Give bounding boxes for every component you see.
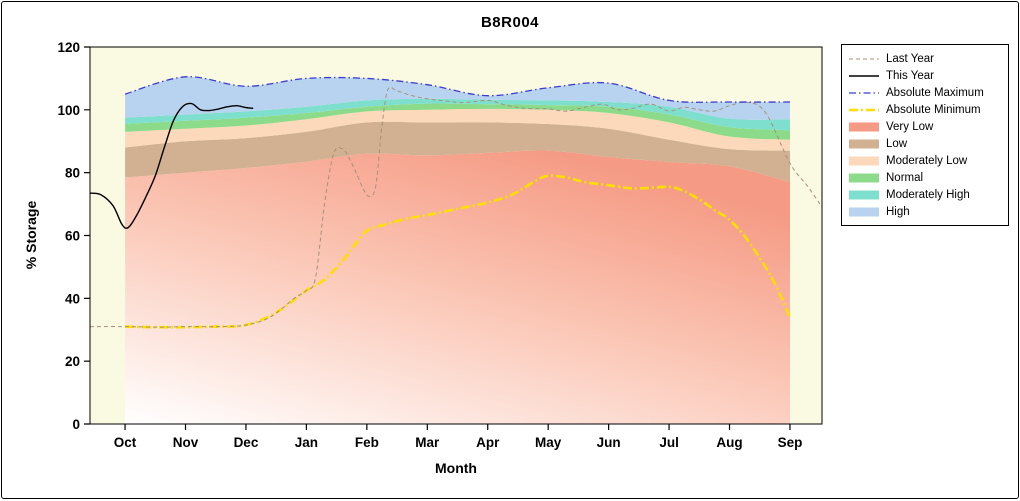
legend-swatch-very-low (849, 122, 879, 131)
legend-swatch-high (849, 207, 879, 216)
legend: Last Year This Year Absolute Maximum Absolu… (841, 44, 1009, 226)
x-tick-label: Jul (659, 435, 679, 450)
band-moderately-low (125, 108, 791, 151)
x-tick-label: Mar (415, 435, 440, 450)
legend-item-normal: Normal (848, 169, 1002, 186)
y-tick-label: 120 (57, 40, 80, 55)
y-axis-label: % Storage (23, 200, 39, 270)
legend-label: Very Low (886, 120, 934, 133)
y-tick-label: 0 (72, 417, 80, 432)
legend-item-low: Low (848, 135, 1002, 152)
legend-items: Last Year This Year Absolute Maximum Absolu… (848, 50, 1002, 220)
y-tick-label: 60 (65, 229, 80, 244)
x-tick-label: Sep (778, 435, 803, 450)
legend-swatch-low (849, 139, 879, 148)
legend-label: Moderately High (886, 188, 970, 201)
legend-item-moderately-high: Moderately High (848, 186, 1002, 203)
legend-label: Absolute Maximum (886, 86, 984, 99)
x-tick-label: Apr (476, 435, 500, 450)
y-tick-label: 100 (57, 103, 80, 118)
x-tick-label: Dec (234, 435, 259, 450)
legend-label: This Year (886, 69, 934, 82)
legend-label: Low (886, 137, 908, 150)
legend-label: Normal (886, 171, 924, 184)
legend-label: Last Year (886, 52, 934, 65)
legend-swatch-moderately-low (849, 156, 879, 165)
band-moderately-high (125, 98, 791, 131)
x-tick-label: Oct (114, 435, 137, 450)
series-absolute-maximum (124, 76, 791, 103)
band-very-low (125, 150, 791, 424)
x-tick-label: Nov (173, 435, 199, 450)
x-tick-label: Jan (295, 435, 318, 450)
legend-swatch-absolute-maximum (849, 91, 879, 94)
legend-label: Moderately Low (886, 154, 968, 167)
band-normal (125, 103, 791, 140)
series-last-year (90, 86, 822, 328)
legend-item-absolute-maximum: Absolute Maximum (848, 84, 1002, 101)
legend-swatch-absolute-minimum (849, 108, 879, 111)
chart-title: B8R004 (480, 14, 540, 31)
y-tick-label: 80 (65, 166, 80, 181)
legend-item-this-year: This Year (848, 67, 1002, 84)
x-tick-label: May (535, 435, 562, 450)
y-tick-label: 40 (65, 291, 80, 306)
band-low (125, 121, 791, 183)
legend-label: Absolute Minimum (886, 103, 981, 116)
legend-item-absolute-minimum: Absolute Minimum (848, 101, 1002, 118)
legend-item-very-low: Very Low (848, 118, 1002, 135)
series-this-year (90, 102, 254, 229)
x-tick-label: Feb (355, 435, 379, 450)
legend-swatch-normal (849, 173, 879, 182)
x-tick-label: Aug (716, 435, 742, 450)
legend-item-high: High (848, 203, 1002, 220)
legend-swatch-last-year (849, 58, 879, 59)
legend-item-moderately-low: Moderately Low (848, 152, 1002, 169)
y-tick-label: 20 (65, 354, 80, 369)
legend-swatch-this-year (849, 74, 879, 77)
x-axis-label: Month (435, 460, 477, 476)
x-tick-label: Jun (597, 435, 621, 450)
band-high (125, 76, 791, 120)
legend-swatch-moderately-high (849, 190, 879, 199)
legend-item-last-year: Last Year (848, 50, 1002, 67)
legend-label: High (886, 205, 910, 218)
